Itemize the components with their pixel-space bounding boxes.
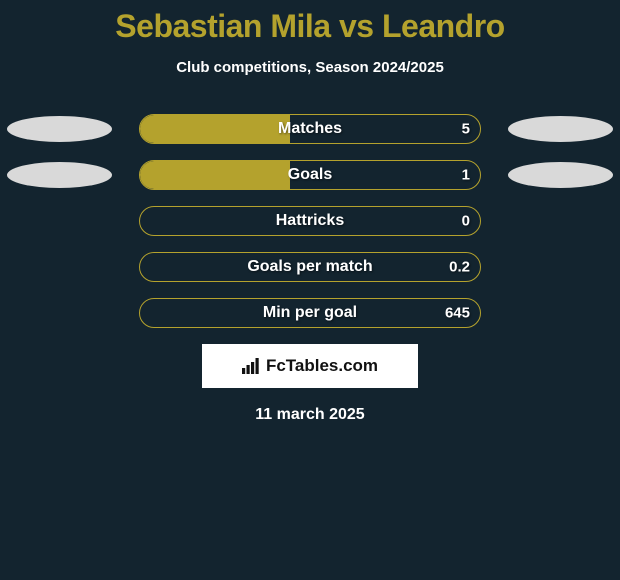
stat-track: Goals per match0.2 <box>139 252 481 282</box>
brand-badge: FcTables.com <box>202 344 418 388</box>
stat-value-right: 0 <box>462 213 470 230</box>
page-title: Sebastian Mila vs Leandro <box>0 0 620 45</box>
date-label: 11 march 2025 <box>0 406 620 424</box>
stat-row: Goals1 <box>0 160 620 190</box>
stat-label: Matches <box>140 120 480 138</box>
stat-track: Min per goal645 <box>139 298 481 328</box>
stat-label: Hattricks <box>140 212 480 230</box>
stat-label: Min per goal <box>140 304 480 322</box>
player-ellipse-right <box>508 116 613 142</box>
bar-chart-icon <box>242 357 262 375</box>
stat-label: Goals <box>140 166 480 184</box>
stat-row: Min per goal645 <box>0 298 620 328</box>
stat-label: Goals per match <box>140 258 480 276</box>
stat-row: Matches5 <box>0 114 620 144</box>
stat-value-right: 1 <box>462 167 470 184</box>
stat-track: Goals1 <box>139 160 481 190</box>
stats-container: Matches5Goals1Hattricks0Goals per match0… <box>0 114 620 328</box>
stat-value-right: 645 <box>445 305 470 322</box>
stat-row: Hattricks0 <box>0 206 620 236</box>
player-ellipse-left <box>7 162 112 188</box>
stat-track: Hattricks0 <box>139 206 481 236</box>
stat-value-right: 5 <box>462 121 470 138</box>
stat-value-right: 0.2 <box>449 259 470 276</box>
player-ellipse-left <box>7 116 112 142</box>
page-subtitle: Club competitions, Season 2024/2025 <box>0 59 620 76</box>
player-ellipse-right <box>508 162 613 188</box>
brand-label: FcTables.com <box>266 356 378 376</box>
stat-track: Matches5 <box>139 114 481 144</box>
stat-row: Goals per match0.2 <box>0 252 620 282</box>
